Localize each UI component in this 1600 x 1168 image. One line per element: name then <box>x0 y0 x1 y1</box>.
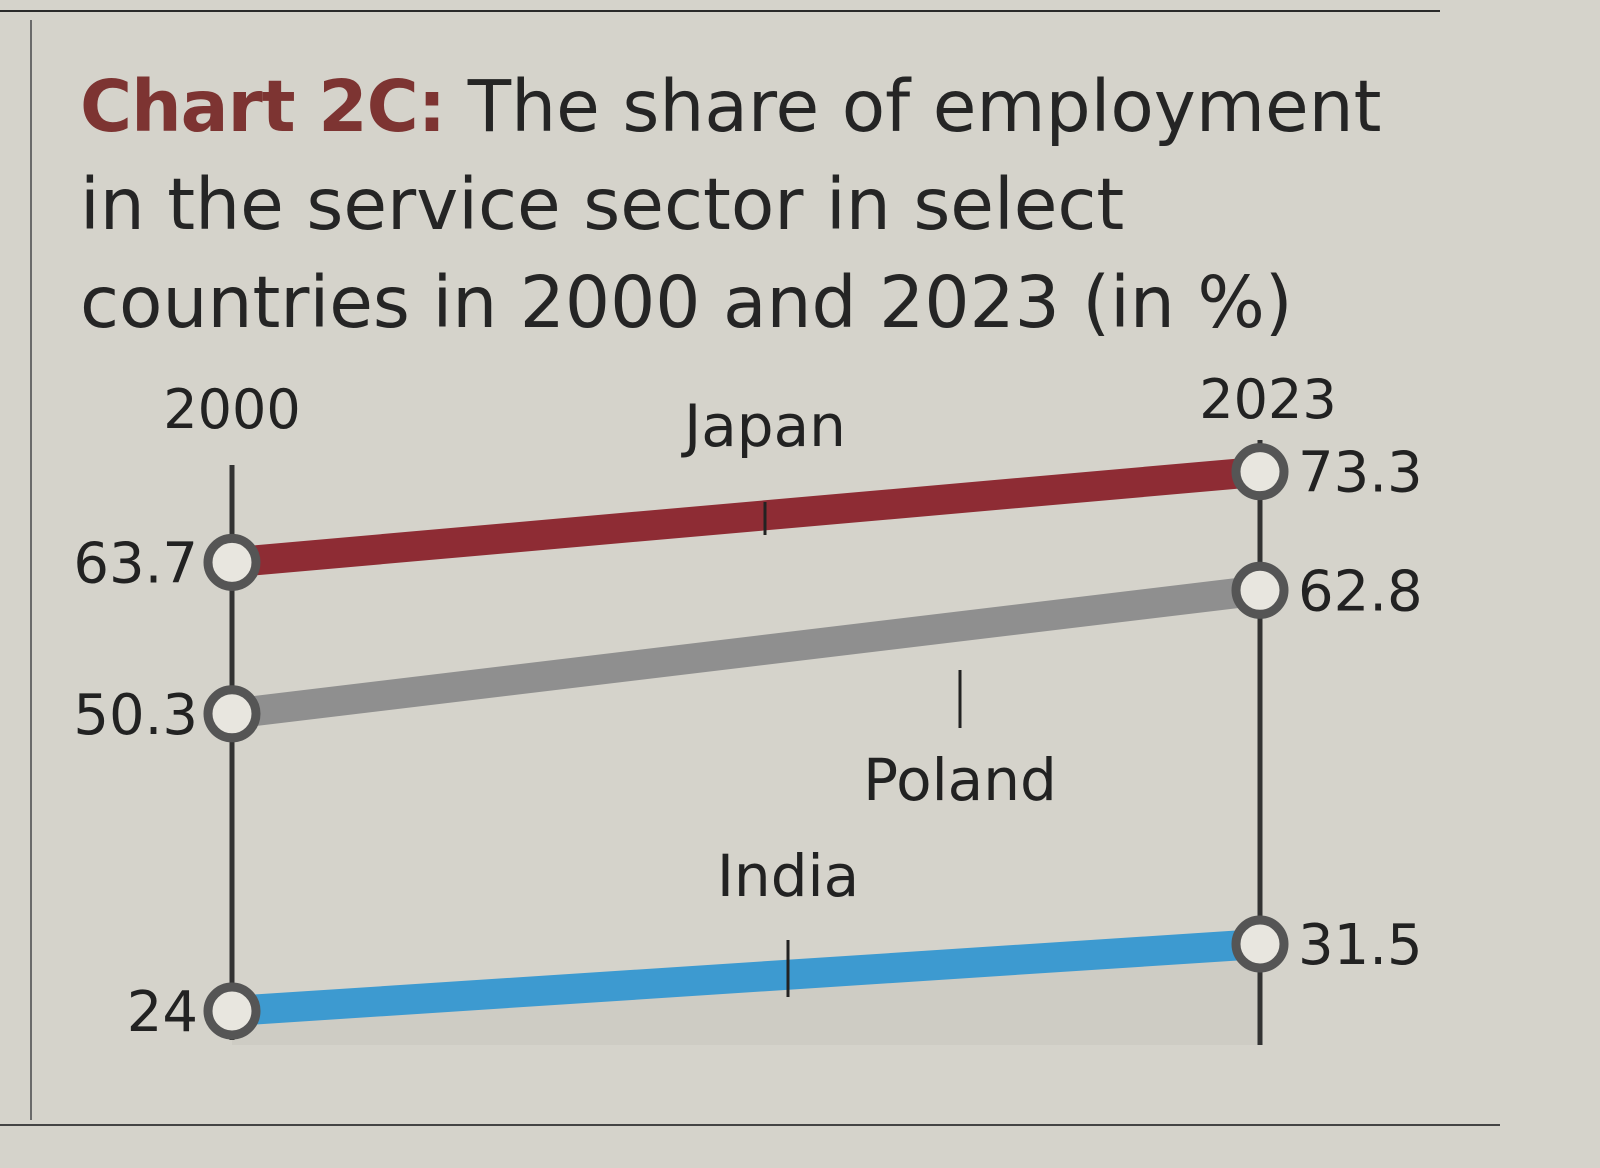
marker-poland-2000 <box>203 685 261 743</box>
value-label-japan-2023: 73.3 <box>1298 441 1423 506</box>
marker-india-2023 <box>1231 915 1289 973</box>
x-label-2023: 2023 <box>1199 368 1336 431</box>
x-label-2000: 2000 <box>163 378 300 441</box>
series-label-india: India <box>717 842 859 910</box>
value-label-india-2023: 31.5 <box>1298 913 1423 978</box>
series-line-india <box>231 929 1261 1026</box>
marker-japan-2023 <box>1231 443 1289 501</box>
top-rule <box>0 10 1440 12</box>
value-label-japan-2000: 63.7 <box>73 531 198 596</box>
series-line-poland <box>230 575 1262 729</box>
chart-title: Chart 2C: The share of employment in the… <box>80 58 1440 352</box>
marker-india-2000 <box>203 982 261 1040</box>
left-rule <box>30 20 32 1120</box>
series-label-japan: Japan <box>681 392 846 460</box>
value-label-poland-2000: 50.3 <box>73 683 198 748</box>
series-layer: Japan 63.7 73.3 Poland 50.3 62.8 India 24 31.5 <box>73 392 1422 1045</box>
marker-poland-2023 <box>1231 561 1289 619</box>
chart-title-text: The share of employment in the service s… <box>80 65 1382 344</box>
value-label-india-2000: 24 <box>127 980 198 1045</box>
series-line-japan <box>230 456 1262 578</box>
series-label-poland: Poland <box>863 746 1057 814</box>
value-label-poland-2023: 62.8 <box>1298 559 1423 624</box>
bottom-rule <box>0 1124 1500 1126</box>
chart-title-prefix: Chart 2C: <box>80 65 446 148</box>
marker-japan-2000 <box>203 533 261 591</box>
